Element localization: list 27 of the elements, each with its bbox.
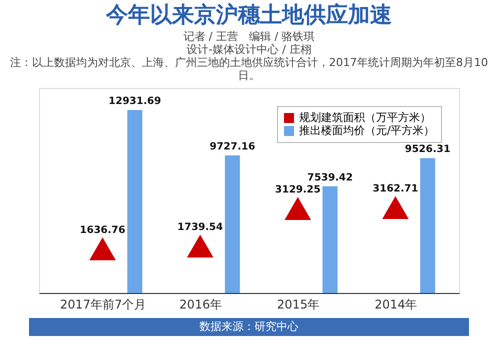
bar — [224, 155, 240, 293]
data-label: 9727.16 — [210, 141, 256, 152]
x-tick-label: 2014年 — [374, 298, 418, 312]
x-tick-label: 2017年前7个月 — [60, 298, 146, 312]
point — [186, 234, 214, 258]
chart-title: 今年以来京沪穗土地供应加速 — [105, 2, 392, 28]
text: 注：以上数据均为对北京、上海、广州三地的土地供应统计合计，2017年统计周期为年初至8月10日。 — [10, 56, 488, 82]
data-label: 1739.54 — [177, 222, 224, 234]
source-note: 数据来源：研究中心 — [200, 320, 298, 333]
data-label: 3162.71 — [372, 184, 418, 195]
bar — [420, 158, 436, 293]
chart-subtitle: 记者 / 王营 编辑 / 骆铁琪 — [183, 30, 315, 43]
data-label: 7539.42 — [307, 172, 353, 184]
data-label: 1636.76 — [80, 224, 126, 236]
text: 设计-媒体设计中心 / 庄栩 — [186, 43, 312, 56]
bar — [322, 186, 338, 293]
x-tick-label: 2015年 — [277, 298, 320, 312]
data-label: 3129.25 — [275, 184, 321, 196]
data-label: 9526.31 — [404, 144, 450, 156]
legend-label: 规划建筑面积（万平方米） — [299, 111, 431, 124]
bar — [127, 110, 142, 293]
point — [382, 196, 409, 220]
x-tick-label: 2016年 — [179, 298, 222, 312]
legend-label: 推出楼面均价（元/平方米） — [299, 124, 435, 137]
data-label: 12931.69 — [108, 96, 162, 107]
point — [284, 197, 312, 220]
point — [89, 237, 116, 260]
